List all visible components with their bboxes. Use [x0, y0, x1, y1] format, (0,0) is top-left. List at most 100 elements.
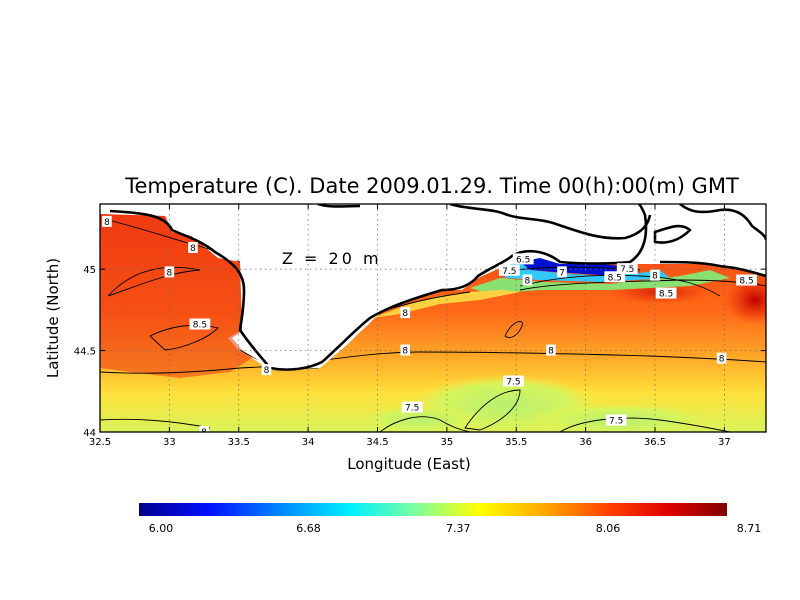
- contour-label-box: [650, 269, 660, 281]
- contour-label-text: 7.5: [405, 404, 419, 414]
- contour-label-text: 7: [559, 268, 565, 278]
- x-tick-label: 34.5: [366, 437, 388, 448]
- contour-label: 6.5: [512, 253, 534, 265]
- x-tick-label: 36.5: [644, 437, 666, 448]
- contour-label-box: [736, 274, 757, 286]
- x-tick-label: 32.5: [89, 437, 111, 448]
- contour-label: 8: [650, 269, 660, 282]
- warm-patch-east: [725, 275, 766, 325]
- x-tick-label: 34: [302, 437, 315, 448]
- contour-label-text: 8: [402, 309, 408, 319]
- contour-label-box: [261, 364, 272, 376]
- colorbar-tick-label: 8.71: [737, 522, 762, 535]
- contour-label-text: 6.5: [516, 255, 530, 265]
- contour-label: 7.5: [401, 401, 423, 414]
- contour-label-box: [522, 274, 533, 286]
- y-tick-label: 44.5: [74, 347, 96, 358]
- x-tick-label: 33: [163, 437, 176, 448]
- contour-label: 8: [188, 241, 198, 254]
- contour-label-text: 8.5: [193, 321, 207, 331]
- colorbar-tick-label: 6.68: [296, 522, 321, 535]
- colorbar-tick-label: 6.00: [149, 522, 174, 535]
- contour-label-text: 8.5: [739, 277, 753, 287]
- contour-label: 8: [546, 344, 556, 357]
- plot-frame: [99, 203, 767, 433]
- contour-label-box: [557, 266, 567, 278]
- contour-label-text: 8: [719, 355, 725, 365]
- contour-label: 8: [102, 215, 112, 228]
- contour-label-box: [199, 426, 209, 432]
- contour-label: 8.5: [189, 318, 211, 331]
- contour-label-box: [164, 266, 175, 278]
- y-tick-label: 44: [83, 428, 96, 439]
- contour-label: 8: [400, 344, 411, 357]
- contour-label-text: 8: [190, 244, 196, 254]
- coastlines: [109, 204, 766, 371]
- contour-label-box: [102, 215, 112, 227]
- contour-label-box: [605, 414, 627, 426]
- y-tick-labels: 44 44.5 45: [74, 265, 96, 439]
- contour-label-text: 7.5: [609, 417, 623, 427]
- contour-label-text: 8: [548, 347, 554, 357]
- crimea-land: [100, 204, 650, 370]
- contour-label-box: [400, 344, 411, 356]
- contour-label: 8: [400, 307, 411, 319]
- x-tick-label: 35: [441, 437, 454, 448]
- x-tick-label: 35.5: [505, 437, 527, 448]
- warm-west: [100, 214, 252, 378]
- x-axis-label: Longitude (East): [347, 455, 470, 473]
- contour-label-text: 8: [524, 277, 530, 287]
- colorbar-tick-labels: 6.00 6.68 7.37 8.06 8.71: [149, 522, 762, 535]
- contour-label-box: [512, 253, 534, 265]
- y-tick-label: 45: [83, 265, 96, 276]
- colorbar: [139, 503, 727, 516]
- contour-label: 7.5: [605, 414, 627, 427]
- contour-label-text: 8: [402, 347, 408, 357]
- contour-label: 8.5: [655, 287, 677, 300]
- contour-label: 7.5: [503, 375, 524, 388]
- x-tick-label: 37: [718, 437, 731, 448]
- chart-title: Temperature (C). Date 2009.01.29. Time 0…: [124, 174, 739, 198]
- contour-label-text: 8: [264, 366, 270, 376]
- cold-water-cyan: [505, 262, 670, 282]
- contour-label: 8.5: [736, 274, 757, 287]
- contour-label: 8: [261, 364, 272, 376]
- contour-label-box: [498, 264, 520, 276]
- contour-label: 8.5: [604, 271, 626, 283]
- contour-label-text: 8: [652, 272, 658, 282]
- axis-ticks: [99, 204, 766, 433]
- contour-label-text: 8: [104, 218, 110, 228]
- contour-label: 8: [716, 352, 727, 365]
- contour-label-box: [655, 287, 677, 299]
- x-tick-label: 33.5: [228, 437, 250, 448]
- contour-label: 7.5: [616, 263, 638, 275]
- colorbar-tick-label: 8.06: [596, 522, 621, 535]
- contour-label-box: [503, 375, 524, 387]
- contour-label-box: [189, 318, 211, 330]
- contour-label: 8: [522, 274, 533, 287]
- depth-annotation: Z = 20 m: [282, 249, 382, 268]
- contour-label-box: [604, 271, 626, 283]
- contour-label-text: 7.5: [506, 378, 520, 388]
- grid-lines: [100, 204, 766, 432]
- contour-label-text: 8.5: [659, 290, 673, 300]
- contour-label: 8: [164, 266, 175, 278]
- contour-label-text: 8: [201, 428, 207, 438]
- x-tick-label: 36: [579, 437, 592, 448]
- x-tick-labels: 32.5 33 33.5 34 34.5 35 35.5 36 36.5 37: [89, 437, 731, 448]
- contour-label-box: [616, 263, 638, 275]
- contour-label-text: 7.5: [620, 265, 634, 275]
- contour-label-box: [716, 352, 727, 364]
- contour-label-box: [400, 307, 411, 319]
- contour-label-text: 7.5: [502, 267, 516, 277]
- contour-label-box: [188, 241, 198, 253]
- taman-land: [645, 204, 766, 276]
- contour-label-text: 8: [167, 268, 173, 278]
- contour-label: 8: [199, 426, 209, 438]
- colorbar-tick-label: 7.37: [446, 522, 471, 535]
- contour-label-box: [401, 401, 423, 413]
- y-axis-label: Latitude (North): [44, 258, 62, 378]
